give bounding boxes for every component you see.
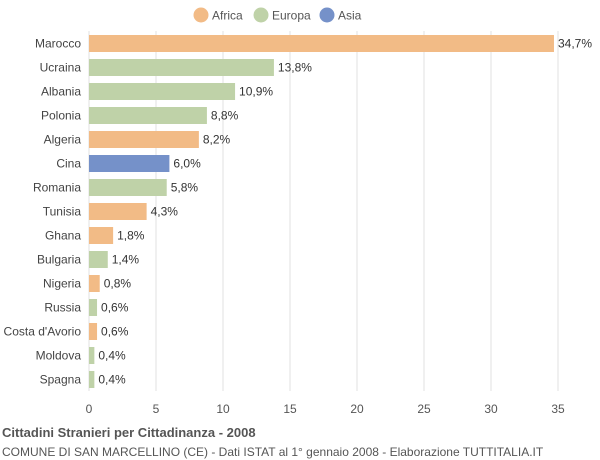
bar <box>89 347 95 364</box>
value-label: 1,8% <box>117 229 145 243</box>
value-label: 4,3% <box>151 205 179 219</box>
category-label: Ucraina <box>40 61 82 75</box>
bar <box>89 323 98 340</box>
category-label: Costa d'Avorio <box>4 325 82 339</box>
bar <box>89 179 167 196</box>
value-label: 0,6% <box>101 301 129 315</box>
value-label: 1,4% <box>112 253 140 267</box>
value-label: 6,0% <box>173 157 201 171</box>
value-label: 13,8% <box>278 61 312 75</box>
category-label: Marocco <box>35 37 81 51</box>
bar <box>89 251 108 268</box>
value-label: 0,8% <box>104 277 132 291</box>
x-tick-label: 15 <box>283 402 297 416</box>
category-label: Algeria <box>44 133 82 147</box>
bar <box>89 203 147 220</box>
category-label: Ghana <box>45 229 81 243</box>
bar <box>89 83 236 100</box>
value-label: 0,4% <box>98 349 126 363</box>
bar <box>89 227 114 244</box>
chart-subtitle: COMUNE DI SAN MARCELLINO (CE) - Dati IST… <box>2 445 544 459</box>
category-labels: Marocco Ucraina Albania Polonia Algeria Cina R… <box>4 37 82 387</box>
category-label: Cina <box>56 157 81 171</box>
bar <box>89 155 170 172</box>
category-label: Nigeria <box>43 277 81 291</box>
bar-chart: Marocco Ucraina Albania Polonia Algeria Cina R… <box>4 7 592 416</box>
category-label: Albania <box>41 85 81 99</box>
bar <box>89 275 100 292</box>
x-tick-labels: 0 5 10 15 20 25 30 35 <box>86 402 565 416</box>
legend-swatch <box>319 7 335 23</box>
legend-swatch <box>193 7 209 23</box>
x-tick-label: 0 <box>86 402 93 416</box>
bar <box>89 59 274 76</box>
category-label: Romania <box>33 181 81 195</box>
legend-label: Africa <box>212 9 243 23</box>
category-label: Russia <box>44 301 81 315</box>
value-label: 8,2% <box>203 133 231 147</box>
value-labels: 34,7% 13,8% 10,9%8,8% 8,2%6,0% 5,8% 4,3% 1,8% 1… <box>98 37 592 387</box>
value-label: 5,8% <box>171 181 199 195</box>
category-label: Moldova <box>36 349 82 363</box>
value-label: 10,9% <box>239 85 273 99</box>
value-label: 34,7% <box>558 37 592 51</box>
x-tick-label: 10 <box>216 402 230 416</box>
legend: Africa Europa Asia <box>193 7 362 23</box>
bar <box>89 131 199 148</box>
bar <box>89 299 98 316</box>
legend-label: Asia <box>338 9 362 23</box>
x-tick-label: 30 <box>484 402 498 416</box>
bar <box>89 35 554 52</box>
bar <box>89 107 207 124</box>
x-tick-label: 5 <box>153 402 160 416</box>
value-label: 0,6% <box>101 325 129 339</box>
chart-title: Cittadini Stranieri per Cittadinanza - 2… <box>2 425 256 440</box>
bar <box>89 371 95 388</box>
legend-swatch <box>253 7 269 23</box>
legend-label: Europa <box>272 9 311 23</box>
value-label: 0,4% <box>98 373 126 387</box>
x-tick-label: 35 <box>551 402 565 416</box>
bars <box>89 35 554 388</box>
category-label: Spagna <box>40 373 82 387</box>
category-label: Tunisia <box>43 205 82 219</box>
value-label: 8,8% <box>211 109 239 123</box>
x-tick-label: 20 <box>350 402 364 416</box>
category-label: Polonia <box>41 109 81 123</box>
category-label: Bulgaria <box>37 253 81 267</box>
x-tick-label: 25 <box>417 402 431 416</box>
